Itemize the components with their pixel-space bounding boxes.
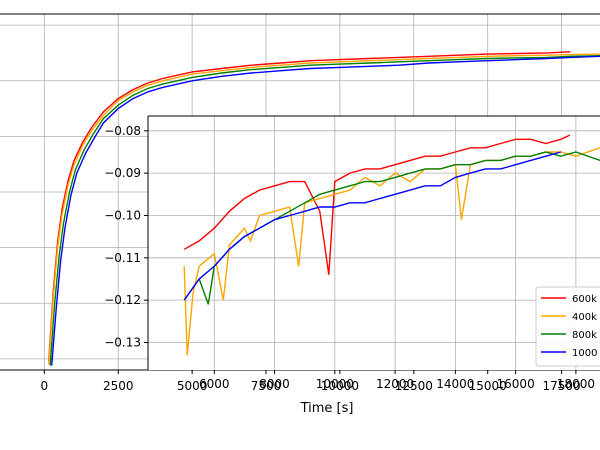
main-x-tick-label: 17500	[542, 379, 580, 393]
inset-y-ticks: −0.08 −0.09 −0.10 −0.11 −0.12 −0.13	[104, 124, 148, 349]
main-x-tick-label: 12500	[395, 379, 433, 393]
inset-y-tick-label: −0.09	[104, 166, 141, 180]
legend-label-600k: 600k	[572, 294, 597, 305]
legend: 600k 400k 800k 1000	[535, 286, 600, 367]
main-series-line-600k	[48, 51, 571, 362]
inset-y-tick-label: −0.08	[104, 124, 141, 138]
inset-series-lines	[183, 134, 600, 356]
main-x-axis-label: Time [s]	[300, 401, 354, 416]
legend-label-800k: 800k	[572, 330, 597, 341]
inset-series-line-1000	[183, 151, 561, 301]
main-x-tick-label: 15000	[469, 379, 507, 393]
legend-box	[535, 286, 600, 367]
main-x-ticks: 0 2500 5000 7500 10000 12500 15000 17500	[41, 370, 581, 393]
main-x-tick-label: 10000	[321, 379, 359, 393]
inset-y-tick-label: −0.10	[104, 208, 141, 222]
legend-label-1000: 1000	[572, 348, 597, 359]
inset-x-ticks: 6000 8000 10000 12000 14000 16000 18000	[199, 370, 595, 391]
inset-plot-area	[148, 116, 600, 370]
inset-x-tick-label: 6000	[199, 377, 230, 391]
main-x-tick-label: 5000	[177, 379, 208, 393]
main-series-lines	[48, 51, 600, 366]
inset-x-tick-label: 16000	[497, 377, 535, 391]
inset-y-tick-label: −0.12	[104, 293, 141, 307]
main-series-line-400k	[48, 53, 600, 365]
inset-x-tick-label: 8000	[259, 377, 290, 391]
main-x-tick-label: 7500	[251, 379, 282, 393]
inset-x-tick-label: 18000	[557, 377, 595, 391]
inset-x-tick-label: 14000	[436, 377, 474, 391]
main-series-line-800k	[49, 55, 600, 366]
inset-y-tick-label: −0.11	[104, 251, 141, 265]
inset-axes-frame	[147, 115, 600, 370]
main-x-tick-label: 0	[41, 379, 49, 393]
inset-plot: 6000 8000 10000 12000 14000 16000 18000 −0.08−…	[104, 115, 600, 391]
inset-series-line-600k	[183, 134, 571, 275]
main-series-line-1000	[51, 55, 600, 366]
inset-y-tick-label: −0.13	[104, 335, 141, 349]
main-x-tick-label: 2500	[103, 379, 134, 393]
inset-x-tick-label: 10000	[316, 377, 354, 391]
inset-x-tick-label: 12000	[376, 377, 414, 391]
legend-label-400k: 400k	[572, 312, 597, 323]
inset-grid	[148, 116, 600, 370]
